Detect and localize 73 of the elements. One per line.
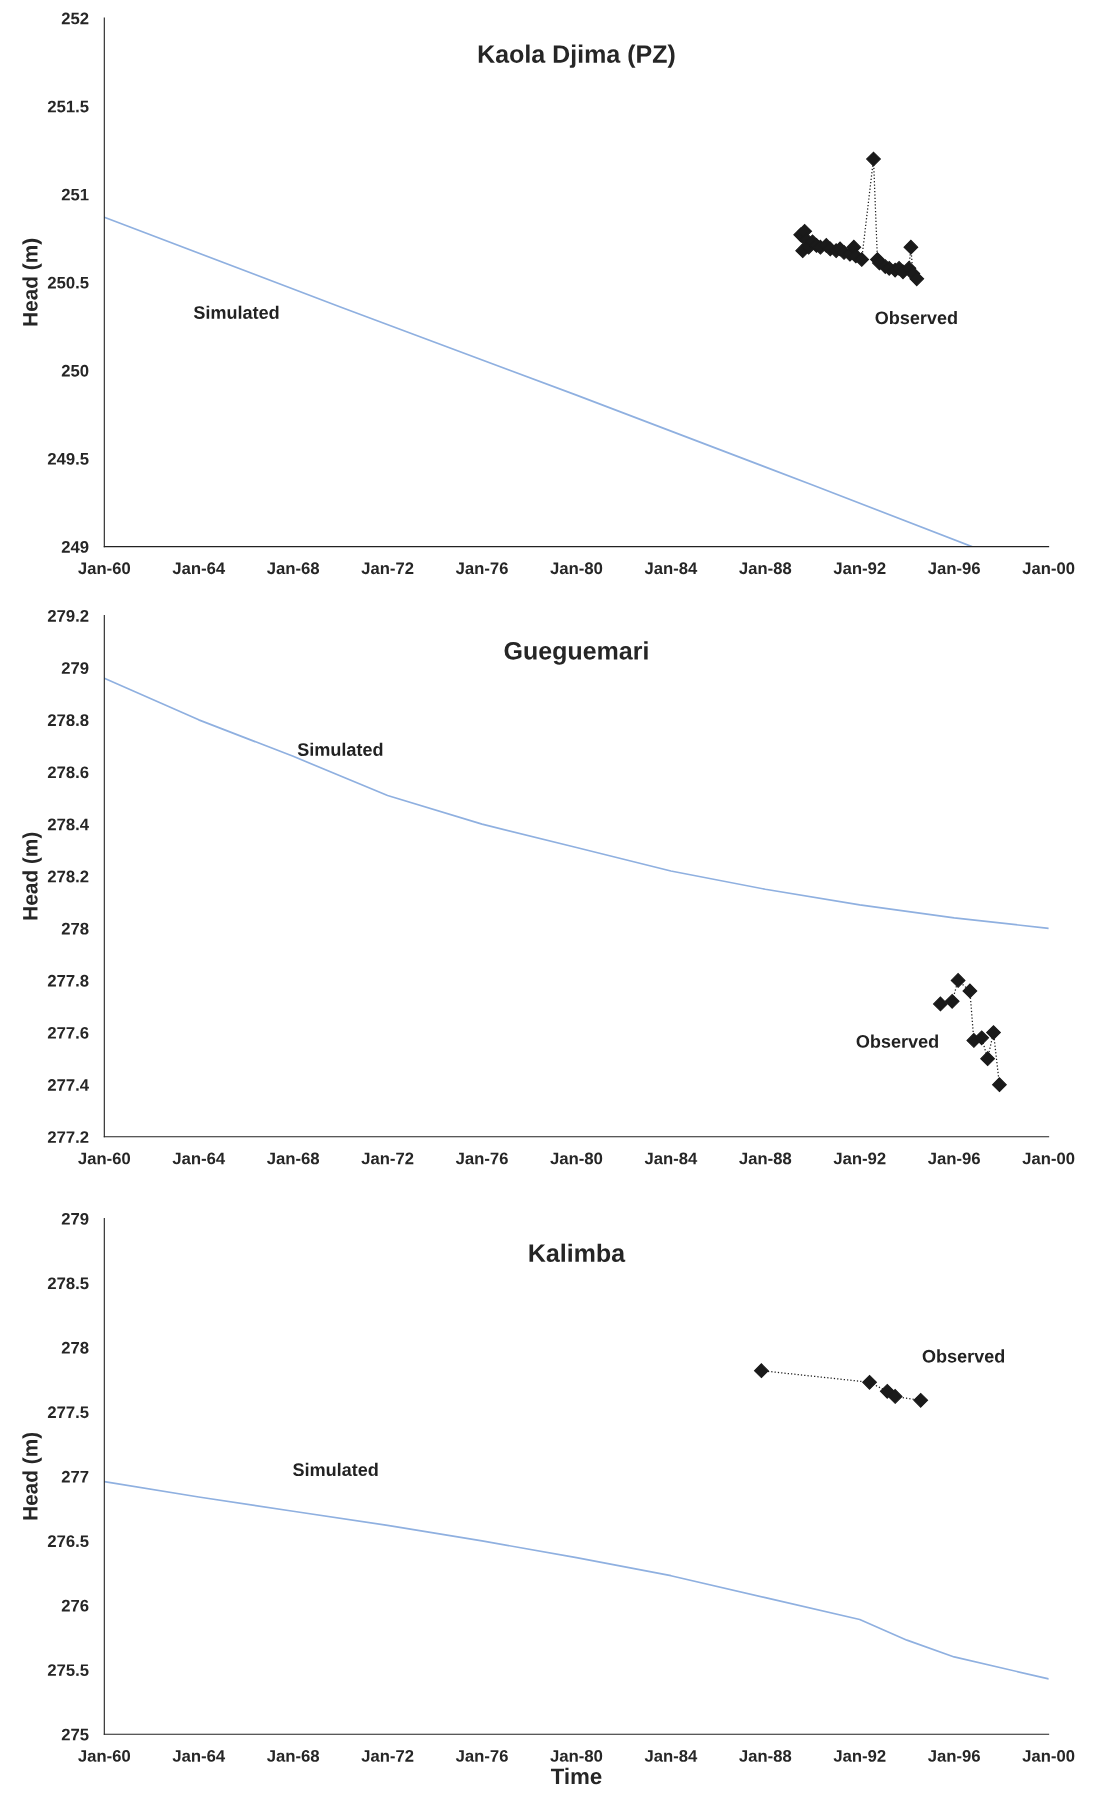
y-axis-title: Head (m) xyxy=(22,238,42,326)
x-tick-label: Jan-88 xyxy=(739,562,792,575)
x-tick-label: Jan-64 xyxy=(172,1152,226,1165)
y-tick-label: 250 xyxy=(61,364,89,377)
text: Kaola Djima (PZ) xyxy=(478,44,675,68)
y-tick-label: 275 xyxy=(61,1728,89,1741)
x-tick-label: Jan-76 xyxy=(455,1750,508,1762)
x-tick-label: Jan-72 xyxy=(361,562,414,575)
x-tick-label: Jan-68 xyxy=(267,1750,320,1762)
y-tick-label: 277.4 xyxy=(47,1079,89,1091)
x-tick-label: Jan-64 xyxy=(172,562,226,575)
x-tick-label: Jan-84 xyxy=(644,1750,698,1762)
y-tick-label: 251 xyxy=(61,188,89,201)
x-tick-label: Jan-80 xyxy=(550,1152,603,1165)
y-tick-label: 279.2 xyxy=(47,610,89,622)
x-tick-label: Jan-72 xyxy=(361,1152,414,1165)
x-tick-label: Jan-92 xyxy=(833,562,886,575)
series-label: Simulated xyxy=(193,305,279,319)
series-label: Simulated xyxy=(293,1462,378,1477)
y-tick-label: 277.5 xyxy=(47,1406,89,1419)
x-tick-label: Jan-88 xyxy=(739,1152,792,1165)
text: Gueguemari xyxy=(504,641,648,665)
series-label: Observed xyxy=(856,1034,938,1048)
x-tick-label: Jan-96 xyxy=(928,562,980,575)
x-tick-label: Jan-00 xyxy=(1022,1152,1075,1165)
series-label: Simulated xyxy=(297,742,383,756)
y-tick-label: 276 xyxy=(61,1599,89,1612)
series-label: Observed xyxy=(922,1349,1005,1363)
x-tick-label: Jan-60 xyxy=(78,562,131,575)
y-tick-label: 278.2 xyxy=(47,870,89,883)
x-tick-label: Jan-92 xyxy=(833,1750,886,1762)
x-tick-label: Jan-88 xyxy=(739,1750,792,1762)
y-tick-label: 275.5 xyxy=(47,1664,89,1677)
x-tick-label: Jan-60 xyxy=(78,1750,131,1762)
x-tick-label: Jan-00 xyxy=(1022,562,1075,575)
x-axis-title: Time xyxy=(550,1767,602,1785)
y-tick-label: 249.5 xyxy=(47,452,89,465)
y-tick-label: 279 xyxy=(61,1212,89,1225)
x-tick-label: Jan-80 xyxy=(550,1750,603,1762)
x-tick-label: Jan-84 xyxy=(644,562,698,575)
y-tick-label: 252 xyxy=(61,12,89,25)
x-tick-label: Jan-84 xyxy=(644,1152,698,1165)
x-tick-label: Jan-00 xyxy=(1022,1750,1075,1762)
y-tick-label: 276.5 xyxy=(47,1535,89,1548)
x-tick-label: Jan-96 xyxy=(928,1152,980,1165)
x-tick-label: Jan-72 xyxy=(361,1750,414,1762)
y-tick-label: 279 xyxy=(61,662,89,674)
x-tick-label: Jan-76 xyxy=(455,1152,508,1165)
y-tick-label: 277.6 xyxy=(47,1026,89,1039)
x-tick-label: Jan-76 xyxy=(455,562,508,575)
x-tick-label: Jan-68 xyxy=(267,562,320,575)
x-tick-label: Jan-68 xyxy=(267,1152,320,1165)
x-tick-label: Jan-60 xyxy=(78,1152,131,1165)
x-tick-label: Jan-92 xyxy=(833,1152,886,1165)
text: Kalimba xyxy=(529,1243,626,1263)
x-tick-label: Jan-64 xyxy=(172,1750,226,1762)
y-tick-label: 278 xyxy=(61,922,89,935)
y-tick-label: 250.5 xyxy=(47,276,89,289)
y-tick-label: 277.2 xyxy=(47,1131,89,1143)
y-tick-label: 278.5 xyxy=(47,1277,89,1290)
y-tick-label: 277 xyxy=(61,1470,89,1483)
series-label: Observed xyxy=(875,310,957,325)
x-tick-label: Jan-80 xyxy=(550,562,603,575)
y-tick-label: 278.4 xyxy=(47,818,89,831)
y-axis-title: Head (m) xyxy=(22,832,42,920)
y-tick-label: 278.8 xyxy=(47,714,89,727)
y-tick-label: 277.8 xyxy=(47,974,89,987)
y-axis-title: Head (m) xyxy=(22,1432,42,1520)
y-tick-label: 278 xyxy=(61,1341,89,1354)
y-tick-label: 251.5 xyxy=(47,100,89,113)
x-tick-label: Jan-96 xyxy=(928,1750,980,1762)
y-tick-label: 249 xyxy=(61,541,89,553)
y-tick-label: 278.6 xyxy=(47,766,89,779)
